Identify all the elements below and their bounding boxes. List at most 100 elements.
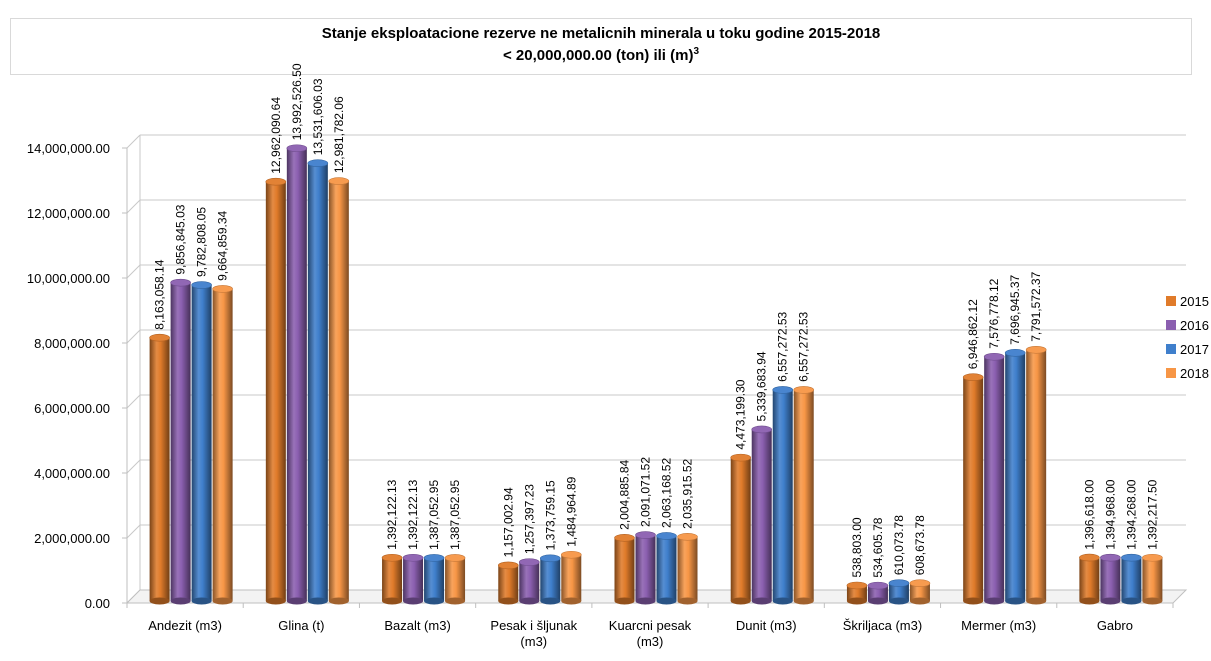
bar-2015-0: [149, 333, 170, 605]
bar-2017-3: [539, 554, 561, 605]
bar-body: [793, 389, 814, 601]
bar-bottom: [1079, 597, 1100, 605]
y-tick-label: 2,000,000.00: [34, 531, 110, 546]
data-label: 9,664,859.34: [216, 210, 230, 280]
bar-2018-2: [444, 554, 466, 605]
bar-bottom: [751, 597, 772, 605]
bar-bottom: [656, 597, 677, 605]
bar-top: [191, 281, 212, 289]
data-label: 534,605.78: [871, 517, 885, 577]
bar-bottom: [265, 597, 286, 605]
bar-2015-3: [497, 561, 519, 605]
bar-body: [730, 457, 751, 601]
gridline-side: [126, 329, 141, 344]
data-label: 7,576,778.12: [987, 278, 1001, 348]
bar-body: [445, 557, 466, 601]
gridline-side: [126, 264, 141, 279]
bar-bottom: [328, 597, 349, 605]
bar-bottom: [635, 597, 656, 605]
data-label: 12,981,782.06: [332, 96, 346, 173]
bar-top: [772, 386, 794, 394]
bar-body: [984, 356, 1005, 601]
bar-body: [382, 557, 403, 601]
bar-bottom: [540, 597, 561, 605]
bar-2015-5: [730, 453, 752, 605]
bar-top: [983, 352, 1005, 361]
data-label: 9,782,808.05: [195, 207, 209, 277]
x-tick-label: Pesak i šljunak: [490, 618, 577, 633]
bar-bottom: [498, 597, 519, 605]
data-label: 1,396,618.00: [1082, 479, 1096, 549]
bar-body: [1005, 352, 1026, 601]
data-label: 1,392,122.13: [385, 479, 399, 549]
y-tick-label: 10,000,000.00: [27, 271, 110, 286]
bar-body: [846, 585, 867, 601]
bar-body: [561, 554, 582, 601]
bar-top: [265, 177, 287, 186]
gridline-side: [126, 524, 141, 539]
bar-bottom: [561, 597, 582, 605]
data-label: 4,473,199.30: [734, 379, 748, 449]
bar-top: [635, 531, 656, 539]
x-tick-label: Andezit (m3): [148, 618, 222, 633]
legend-swatch-2016: [1166, 320, 1176, 330]
bar-bottom: [730, 597, 751, 605]
bar-body: [677, 536, 698, 601]
bar-2015-8: [1079, 553, 1100, 605]
bar-2018-5: [793, 386, 815, 605]
bar-top: [212, 285, 233, 293]
y-tick-label: 14,000,000.00: [27, 141, 110, 156]
x-tick-label: Škriljaca (m3): [843, 618, 922, 633]
data-label: 1,484,964.89: [564, 476, 578, 546]
bar-bottom: [1005, 597, 1026, 605]
bar-top: [402, 553, 424, 562]
bar-top: [328, 177, 350, 185]
legend-swatch-2018: [1166, 368, 1176, 378]
data-label: 1,392,122.13: [406, 479, 420, 549]
bar-bottom: [963, 597, 984, 605]
bar-body: [614, 537, 635, 601]
bar-bottom: [191, 597, 212, 605]
bar-body: [656, 535, 677, 601]
bar-body: [909, 583, 930, 601]
bar-2017-4: [656, 532, 677, 605]
bar-top: [677, 533, 698, 541]
bar-2016-1: [286, 144, 308, 605]
bar-body: [307, 163, 328, 601]
bar-bottom: [867, 597, 888, 605]
bar-bottom: [403, 597, 424, 605]
bar-2018-1: [328, 177, 350, 605]
bar-2018-6: [909, 579, 931, 605]
bar-body: [751, 429, 772, 601]
x-tick-label: Kuarcni pesak: [609, 618, 692, 633]
bar-bottom: [888, 597, 909, 605]
data-label: 6,557,272.53: [776, 311, 790, 381]
bar-2016-2: [402, 553, 424, 605]
bar-body: [286, 148, 307, 601]
data-label: 13,531,606.03: [311, 78, 325, 155]
y-tick-label: 0.00: [85, 596, 110, 611]
gridline-side: [126, 459, 141, 474]
bar-2017-2: [423, 554, 445, 605]
data-label: 2,063,168.52: [660, 458, 674, 528]
bar-2015-1: [265, 177, 287, 605]
bar-body: [498, 565, 519, 601]
bar-body: [191, 285, 212, 601]
chart-subtitle-sup: 3: [693, 46, 700, 57]
bar-2016-7: [983, 352, 1005, 605]
bar-2018-8: [1142, 553, 1163, 605]
bar-bottom: [445, 597, 466, 605]
data-label: 6,946,862.12: [966, 299, 980, 369]
bar-2017-8: [1121, 553, 1142, 605]
bar-2017-7: [1004, 349, 1026, 605]
data-label: 1,257,397.23: [522, 484, 536, 554]
bar-top: [170, 278, 191, 287]
bar-body: [1026, 349, 1047, 601]
bar-top: [539, 554, 561, 563]
bar-body: [540, 558, 561, 601]
bar-body: [1142, 557, 1163, 601]
data-label: 5,339,683.94: [755, 351, 769, 421]
bar-2015-4: [614, 534, 635, 605]
bar-body: [424, 557, 445, 601]
bar-top: [1079, 553, 1100, 562]
